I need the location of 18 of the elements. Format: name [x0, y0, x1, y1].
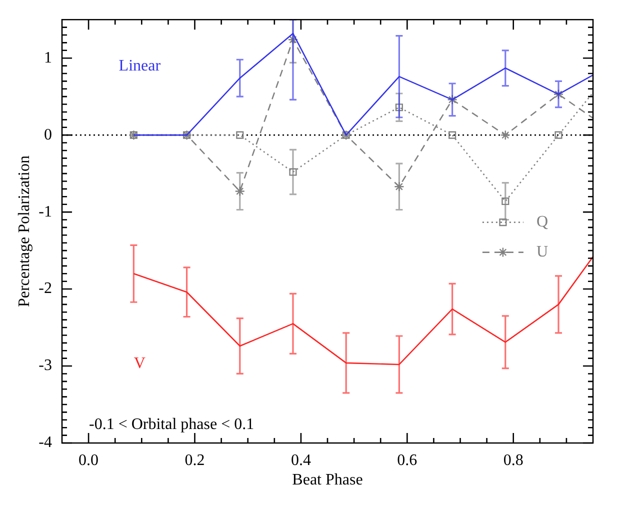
annotation: -0.1 < Orbital phase < 0.1 — [89, 416, 254, 433]
x-tick-label: 0.4 — [290, 452, 311, 469]
x-tick-label: 0.0 — [78, 452, 99, 469]
y-tick-label: -3 — [38, 357, 52, 374]
x-axis-title: Beat Phase — [292, 472, 363, 489]
y-tick-label: 0 — [44, 126, 52, 144]
y-tick-label: -2 — [38, 280, 52, 298]
y-tick-label: -1 — [38, 203, 52, 220]
x-tick-label: 0.6 — [397, 452, 418, 469]
y-tick-label: -4 — [38, 434, 52, 452]
text: V — [134, 354, 146, 372]
legend-label: Q — [536, 214, 548, 231]
legend-label: U — [536, 244, 548, 261]
x-tick-label: 0.8 — [503, 452, 524, 469]
y-axis-title: Percentage Polarization — [16, 156, 33, 308]
text: Linear — [118, 57, 162, 74]
y-tick-label: 1 — [44, 49, 52, 66]
x-tick-label: 0.2 — [184, 452, 205, 469]
